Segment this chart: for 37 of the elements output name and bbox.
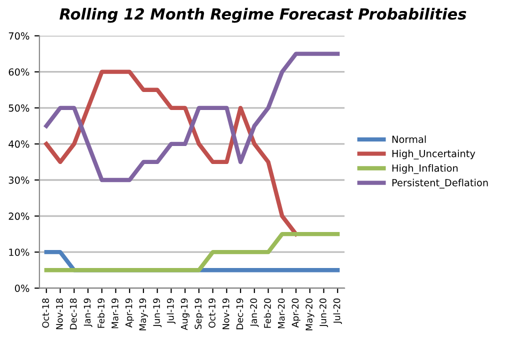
x-tick-label: Mar-19 [112,298,118,328]
y-tick-label: 0% [14,284,30,292]
x-tick-label: Feb-20 [264,298,271,328]
x-tick-label: Oct-19 [208,298,216,328]
x-tick-label: Nov-18 [56,298,63,330]
x-tick-label: Dec-19 [236,298,244,330]
legend-label: High_Inflation [392,164,458,174]
x-tick-label: Jan-20 [250,298,259,327]
legend-label: Normal [392,135,426,143]
y-tick-label: 30% [8,176,30,184]
x-tick-label: Jan-19 [84,298,92,327]
x-tick-label: Jul-19 [166,298,176,324]
x-tick-label: Nov-19 [222,298,230,330]
x-tick-label: Dec-18 [70,298,77,330]
y-tick-label: 70% [8,32,30,40]
x-tick-label: May-19 [139,298,148,330]
line-series [44,70,298,236]
x-tick-label: Mar-20 [278,298,285,328]
x-tick-label: Feb-19 [97,298,104,328]
y-tick-label: 50% [8,104,30,112]
x-tick-label: Jul-20 [333,298,342,324]
x-tick-label: Apr-20 [292,298,300,328]
x-tick-label: Sep-19 [194,298,204,330]
x-tick-label: Jun-20 [320,298,328,328]
x-tick-label: May-20 [306,298,314,330]
y-tick-label: 20% [8,212,30,220]
y-tick-label: 60% [8,68,30,76]
y-tick-label: 10% [9,248,30,256]
x-tick-label: Aug-19 [180,298,190,330]
x-tick-label: Oct-18 [42,298,50,328]
x-tick-label: Jun-19 [153,298,162,328]
line-series [44,52,340,182]
chart-title: Rolling 12 Month Regime Forecast Probabilities [60,8,466,23]
legend-label: Persistent_Deflation [392,178,488,188]
x-tick-label: Apr-19 [125,298,134,328]
y-tick-label: 40% [8,140,30,148]
legend-label: High_Uncertainty [392,150,476,160]
